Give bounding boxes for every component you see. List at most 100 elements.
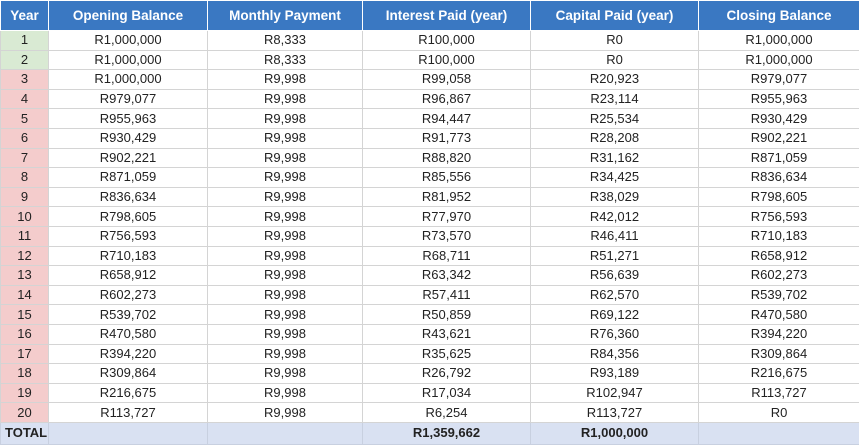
cell: R50,859 xyxy=(363,305,531,325)
year-cell: 20 xyxy=(1,403,49,423)
year-cell: 2 xyxy=(1,50,49,70)
cell: R902,221 xyxy=(49,148,208,168)
cell: R57,411 xyxy=(363,285,531,305)
cell: R836,634 xyxy=(49,187,208,207)
cell: R113,727 xyxy=(699,383,859,403)
cell: R8,333 xyxy=(208,50,363,70)
cell: R73,570 xyxy=(363,226,531,246)
year-cell: 10 xyxy=(1,207,49,227)
total-label: TOTAL xyxy=(1,422,49,444)
cell: R85,556 xyxy=(363,168,531,188)
cell: R9,998 xyxy=(208,266,363,286)
cell: R9,998 xyxy=(208,148,363,168)
cell: R539,702 xyxy=(699,285,859,305)
year-cell: 18 xyxy=(1,364,49,384)
cell: R9,998 xyxy=(208,344,363,364)
cell: R6,254 xyxy=(363,403,531,423)
cell: R9,998 xyxy=(208,168,363,188)
cell: R31,162 xyxy=(531,148,699,168)
total-row: TOTAL R1,359,662 R1,000,000 xyxy=(1,422,859,444)
cell: R902,221 xyxy=(699,128,859,148)
cell: R710,183 xyxy=(49,246,208,266)
cell: R76,360 xyxy=(531,324,699,344)
cell: R26,792 xyxy=(363,364,531,384)
cell: R756,593 xyxy=(49,226,208,246)
cell xyxy=(49,422,208,444)
cell: R25,534 xyxy=(531,109,699,129)
cell: R63,342 xyxy=(363,266,531,286)
cell: R216,675 xyxy=(49,383,208,403)
header-cell: Capital Paid (year) xyxy=(531,1,699,31)
cell: R68,711 xyxy=(363,246,531,266)
cell xyxy=(208,422,363,444)
year-cell: 6 xyxy=(1,128,49,148)
cell: R470,580 xyxy=(49,324,208,344)
year-cell: 15 xyxy=(1,305,49,325)
header-cell: Closing Balance xyxy=(699,1,859,31)
cell: R9,998 xyxy=(208,226,363,246)
cell: R658,912 xyxy=(49,266,208,286)
header-cell: Interest Paid (year) xyxy=(363,1,531,31)
cell: R34,425 xyxy=(531,168,699,188)
year-cell: 5 xyxy=(1,109,49,129)
cell: R9,998 xyxy=(208,364,363,384)
cell: R9,998 xyxy=(208,89,363,109)
cell: R9,998 xyxy=(208,324,363,344)
cell: R1,000,000 xyxy=(699,31,859,51)
cell: R9,998 xyxy=(208,403,363,423)
cell: R930,429 xyxy=(699,109,859,129)
header-cell: Year xyxy=(1,1,49,31)
header-cell: Monthly Payment xyxy=(208,1,363,31)
year-cell: 14 xyxy=(1,285,49,305)
year-cell: 16 xyxy=(1,324,49,344)
cell: R1,000,000 xyxy=(49,31,208,51)
cell: R309,864 xyxy=(699,344,859,364)
cell: R100,000 xyxy=(363,50,531,70)
cell: R9,998 xyxy=(208,128,363,148)
cell: R955,963 xyxy=(699,89,859,109)
year-cell: 13 xyxy=(1,266,49,286)
cell: R46,411 xyxy=(531,226,699,246)
year-cell: 17 xyxy=(1,344,49,364)
year-cell: 3 xyxy=(1,70,49,90)
cell: R798,605 xyxy=(49,207,208,227)
cell: R9,998 xyxy=(208,187,363,207)
cell: R539,702 xyxy=(49,305,208,325)
cell: R9,998 xyxy=(208,383,363,403)
cell: R113,727 xyxy=(531,403,699,423)
cell: R394,220 xyxy=(49,344,208,364)
cell: R710,183 xyxy=(699,226,859,246)
cell: R0 xyxy=(531,31,699,51)
cell: R979,077 xyxy=(699,70,859,90)
year-cell: 7 xyxy=(1,148,49,168)
cell: R23,114 xyxy=(531,89,699,109)
year-cell: 11 xyxy=(1,226,49,246)
cell: R1,000,000 xyxy=(49,50,208,70)
total-capital: R1,000,000 xyxy=(531,422,699,444)
cell: R955,963 xyxy=(49,109,208,129)
cell: R102,947 xyxy=(531,383,699,403)
cell: R20,923 xyxy=(531,70,699,90)
cell: R602,273 xyxy=(699,266,859,286)
cell: R470,580 xyxy=(699,305,859,325)
cell: R38,029 xyxy=(531,187,699,207)
year-cell: 8 xyxy=(1,168,49,188)
cell: R216,675 xyxy=(699,364,859,384)
cell: R99,058 xyxy=(363,70,531,90)
cell: R602,273 xyxy=(49,285,208,305)
